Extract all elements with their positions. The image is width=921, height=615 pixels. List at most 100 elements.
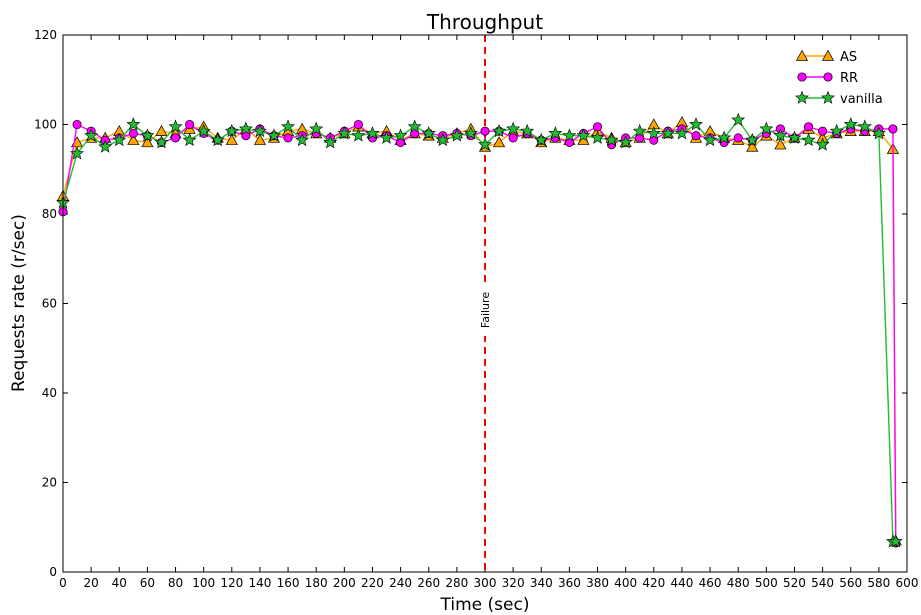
data-point-vanilla bbox=[449, 128, 464, 142]
data-point-vanilla bbox=[98, 139, 113, 153]
x-tick-label: 520 bbox=[783, 576, 806, 590]
data-point-vanilla bbox=[618, 135, 633, 149]
x-tick-label: 560 bbox=[839, 576, 862, 590]
data-point-AS bbox=[774, 138, 787, 150]
data-point-vanilla bbox=[70, 146, 85, 160]
data-point-vanilla bbox=[252, 123, 267, 138]
data-point-vanilla bbox=[773, 128, 788, 142]
data-point-RR bbox=[592, 122, 603, 132]
legend-label-RR: RR bbox=[840, 71, 858, 86]
x-tick-label: 480 bbox=[727, 576, 750, 590]
data-point-RR bbox=[128, 128, 138, 138]
data-point-vanilla bbox=[888, 534, 903, 548]
data-point-vanilla bbox=[717, 130, 732, 144]
x-tick-label: 80 bbox=[168, 576, 183, 590]
x-tick-label: 220 bbox=[361, 576, 384, 590]
data-point-RR bbox=[888, 124, 898, 134]
data-point-vanilla bbox=[604, 132, 619, 147]
series-layer bbox=[56, 112, 903, 548]
data-point-AS bbox=[127, 133, 140, 145]
data-point-RR bbox=[803, 122, 814, 132]
data-point-AS bbox=[141, 136, 154, 148]
failure-label-bg bbox=[477, 284, 493, 336]
data-point-vanilla bbox=[506, 121, 521, 135]
data-point-vanilla bbox=[871, 126, 886, 140]
x-tick-label: 400 bbox=[614, 576, 637, 590]
x-tick-label: 300 bbox=[474, 576, 497, 590]
x-tick-label: 180 bbox=[305, 576, 328, 590]
legend-marker-vanilla bbox=[795, 90, 809, 104]
data-point-vanilla bbox=[112, 132, 127, 147]
data-point-vanilla bbox=[196, 123, 211, 138]
y-tick-label: 60 bbox=[42, 297, 57, 311]
data-point-vanilla bbox=[168, 119, 183, 133]
x-tick-label: 420 bbox=[642, 576, 665, 590]
data-point-vanilla bbox=[815, 137, 830, 151]
data-point-vanilla bbox=[801, 132, 816, 147]
data-point-vanilla bbox=[337, 126, 352, 140]
data-point-vanilla bbox=[393, 128, 408, 142]
x-axis-title: Time (sec) bbox=[440, 595, 530, 615]
data-point-vanilla bbox=[787, 130, 802, 144]
x-tick-label: 360 bbox=[558, 576, 581, 590]
data-point-AS bbox=[225, 133, 238, 145]
x-tick-label: 600 bbox=[896, 576, 919, 590]
y-tick-label: 20 bbox=[42, 476, 57, 490]
x-tick-label: 500 bbox=[755, 576, 778, 590]
data-point-vanilla bbox=[421, 126, 436, 140]
data-point-vanilla bbox=[140, 128, 155, 142]
data-point-vanilla bbox=[210, 132, 225, 147]
x-tick-label: 140 bbox=[248, 576, 271, 590]
data-point-vanilla bbox=[646, 126, 661, 140]
x-tick-label: 160 bbox=[277, 576, 300, 590]
data-point-vanilla bbox=[238, 121, 253, 135]
data-point-vanilla bbox=[267, 128, 281, 142]
data-point-AS bbox=[746, 140, 759, 152]
data-point-vanilla bbox=[745, 132, 760, 147]
x-tick-label: 280 bbox=[445, 576, 468, 590]
x-tick-label: 0 bbox=[59, 576, 67, 590]
legend-marker-AS bbox=[795, 49, 809, 61]
data-point-vanilla bbox=[309, 121, 324, 135]
x-tick-label: 60 bbox=[140, 576, 155, 590]
legend-label-AS: AS bbox=[840, 50, 857, 65]
x-tick-label: 460 bbox=[699, 576, 722, 590]
data-point-vanilla bbox=[435, 132, 450, 147]
data-point-vanilla bbox=[126, 117, 141, 131]
data-point-vanilla bbox=[379, 130, 394, 144]
legend-marker-vanilla bbox=[821, 90, 835, 104]
data-point-vanilla bbox=[478, 137, 492, 151]
data-point-vanilla bbox=[731, 112, 746, 126]
data-point-vanilla bbox=[632, 123, 647, 138]
data-point-RR bbox=[508, 133, 518, 143]
data-point-vanilla bbox=[548, 126, 563, 140]
y-tick-label: 120 bbox=[34, 28, 57, 42]
data-point-vanilla bbox=[520, 123, 535, 138]
x-tick-label: 540 bbox=[811, 576, 834, 590]
data-point-RR bbox=[72, 119, 82, 130]
chart-title: Throughput bbox=[426, 10, 543, 34]
y-tick-label: 0 bbox=[49, 565, 57, 579]
x-tick-label: 40 bbox=[112, 576, 127, 590]
plot-frame bbox=[62, 34, 908, 573]
data-point-vanilla bbox=[759, 121, 774, 135]
data-point-vanilla bbox=[154, 135, 169, 149]
legend-marker-AS bbox=[821, 49, 835, 61]
data-point-vanilla bbox=[534, 132, 549, 147]
data-point-vanilla bbox=[407, 119, 422, 133]
data-point-AS bbox=[253, 133, 267, 145]
x-tick-label: 20 bbox=[83, 576, 98, 590]
y-axis-title: Requests rate (r/sec) bbox=[9, 214, 29, 392]
data-point-AS bbox=[492, 136, 506, 148]
data-point-vanilla bbox=[463, 126, 478, 140]
x-tick-label: 100 bbox=[192, 576, 215, 590]
x-tick-label: 440 bbox=[670, 576, 693, 590]
legend-label-vanilla: vanilla bbox=[840, 92, 883, 107]
x-tick-label: 240 bbox=[389, 576, 412, 590]
legend-marker-RR bbox=[797, 72, 807, 82]
data-point-vanilla bbox=[703, 132, 718, 147]
data-point-vanilla bbox=[492, 123, 507, 138]
data-point-RR bbox=[170, 133, 181, 143]
